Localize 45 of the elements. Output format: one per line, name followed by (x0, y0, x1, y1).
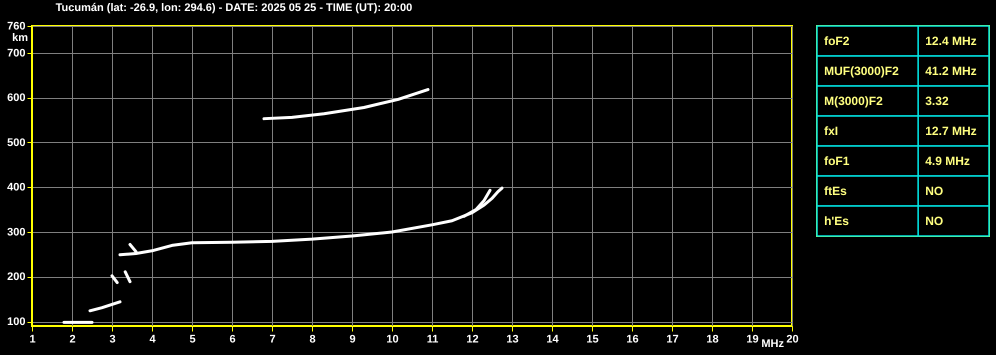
x-axis-title: MHz (761, 338, 784, 350)
y-tick-label: 700 (7, 47, 26, 60)
y-axis-title: km (12, 32, 28, 44)
text: 12.7 MHz (925, 124, 977, 138)
text: foF2 (824, 34, 850, 48)
y-tick-label: 100 (7, 316, 26, 328)
x-tick-label: 7 (269, 334, 276, 346)
x-tick-label: 4 (149, 334, 156, 346)
text: 4.9 MHz (925, 154, 970, 168)
y-tick-label: 300 (7, 226, 26, 238)
y-tick-label: 500 (7, 136, 26, 149)
x-tick-label: 19 (746, 334, 759, 346)
x-tick-label: 15 (586, 334, 599, 346)
y-tick-label: 200 (7, 271, 26, 284)
x-tick-label: 13 (506, 334, 519, 346)
x-tick-label: 16 (626, 334, 639, 346)
text: NO (925, 184, 944, 198)
text: 41.2 MHz (925, 64, 977, 78)
x-tick-label: 17 (666, 334, 679, 346)
x-tick-label: 1 (29, 334, 36, 346)
x-tick-label: 12 (466, 334, 479, 346)
text: h'Es (824, 214, 850, 228)
text: NO (925, 214, 944, 228)
x-tick-label: 8 (309, 334, 316, 346)
text: M(3000)F2 (824, 94, 884, 108)
text: foF1 (824, 154, 850, 168)
text: MUF(3000)F2 (824, 64, 900, 78)
text: ftEs (824, 184, 848, 198)
x-tick-label: 9 (349, 334, 356, 346)
chart-title: Tucumán (lat: -26.9, lon: 294.6) - DATE: 2025 05 25 - TIME (UT): 20:00 (56, 2, 412, 14)
text: 12.4 MHz (925, 34, 977, 48)
y-tick-label: 760 (7, 20, 26, 32)
x-tick-label: 11 (426, 334, 438, 346)
y-tick-label: 600 (7, 92, 26, 104)
x-tick-label: 3 (109, 334, 116, 346)
x-tick-label: 2 (69, 334, 76, 346)
x-tick-label: 10 (386, 334, 399, 346)
x-tick-label: 6 (229, 334, 236, 346)
x-tick-label: 14 (546, 334, 560, 346)
text: fxI (824, 124, 838, 138)
x-tick-label: 20 (786, 334, 799, 346)
text: 3.32 (925, 94, 949, 108)
y-tick-label: 400 (7, 182, 26, 194)
x-tick-label: 18 (706, 334, 719, 346)
x-tick-label: 5 (189, 334, 196, 346)
